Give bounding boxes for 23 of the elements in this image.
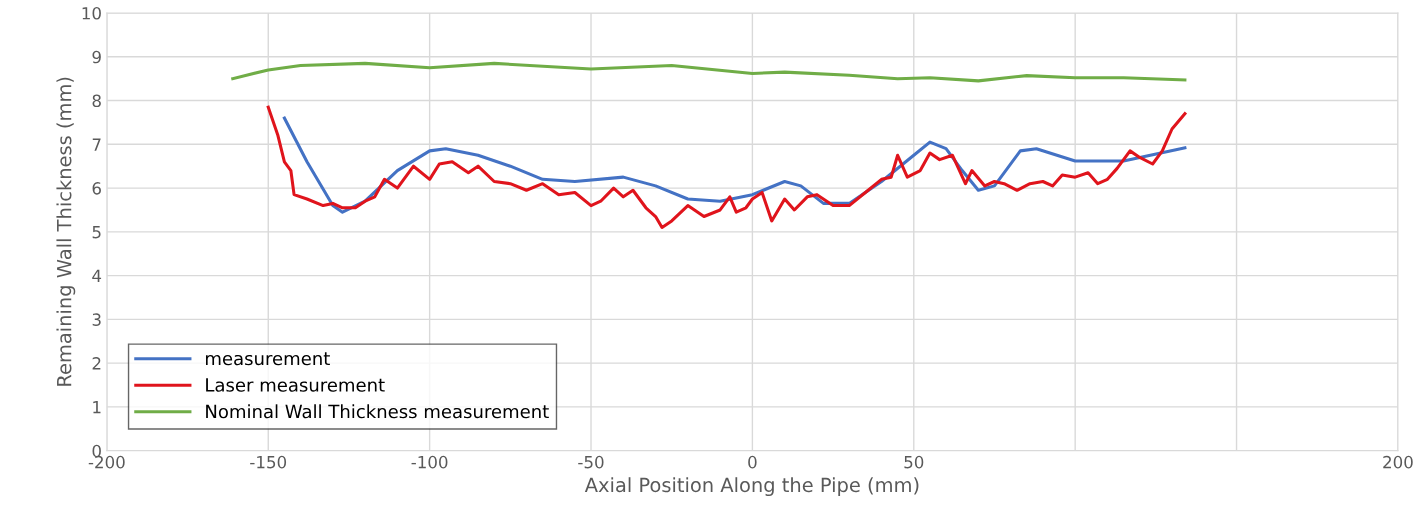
y-tick-label: 2	[92, 357, 101, 370]
x-tick-label: 0	[748, 455, 757, 469]
y-tick-label: 1	[93, 401, 101, 414]
legend-label: measurement	[206, 352, 330, 366]
line-series	[231, 61, 1187, 83]
y-tick-label: 10	[82, 6, 101, 20]
y-axis-title: Remaining Wall Thickness (mm)	[56, 77, 76, 386]
x-tick-label: -100	[411, 455, 448, 469]
y-tick-label: 4	[92, 269, 102, 282]
y-tick-label: 6	[92, 182, 101, 195]
y-tick-label: 5	[92, 226, 101, 239]
legend-label: Laser measurement	[206, 378, 385, 392]
x-tick-label: 50	[904, 455, 924, 469]
legend-label: Nominal Wall Thickness measurement	[206, 404, 549, 419]
x-tick-label: 200	[1383, 455, 1413, 469]
x-tick-label: -150	[250, 455, 287, 469]
y-tick-label: 3	[92, 313, 101, 326]
y-tick-label: 8	[92, 94, 101, 108]
y-tick-label: 7	[92, 138, 101, 151]
y-tick-label: 9	[92, 50, 101, 64]
x-axis-title: Axial Position Along the Pipe (mm)	[584, 477, 919, 497]
x-tick-label: -50	[578, 455, 604, 469]
line-series	[266, 105, 1187, 229]
